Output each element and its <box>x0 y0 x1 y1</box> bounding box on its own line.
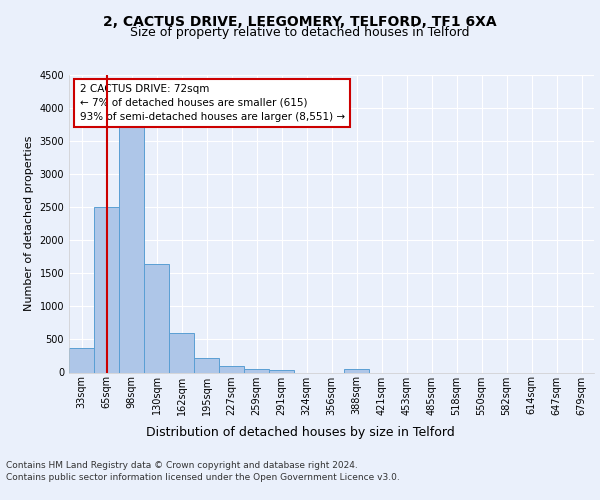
Bar <box>94 206 119 372</box>
Text: Distribution of detached houses by size in Telford: Distribution of detached houses by size … <box>146 426 454 439</box>
Bar <box>69 348 94 372</box>
Text: 2, CACTUS DRIVE, LEEGOMERY, TELFORD, TF1 6XA: 2, CACTUS DRIVE, LEEGOMERY, TELFORD, TF1… <box>103 15 497 29</box>
Bar <box>269 370 294 372</box>
Bar <box>144 264 169 372</box>
Bar <box>119 126 144 372</box>
Text: 2 CACTUS DRIVE: 72sqm
← 7% of detached houses are smaller (615)
93% of semi-deta: 2 CACTUS DRIVE: 72sqm ← 7% of detached h… <box>79 84 344 122</box>
Text: Contains HM Land Registry data © Crown copyright and database right 2024.: Contains HM Land Registry data © Crown c… <box>6 461 358 470</box>
Text: Size of property relative to detached houses in Telford: Size of property relative to detached ho… <box>130 26 470 39</box>
Text: Contains public sector information licensed under the Open Government Licence v3: Contains public sector information licen… <box>6 474 400 482</box>
Y-axis label: Number of detached properties: Number of detached properties <box>24 136 34 312</box>
Bar <box>169 333 194 372</box>
Bar <box>344 368 369 372</box>
Bar <box>194 358 219 372</box>
Bar <box>219 366 244 372</box>
Bar <box>244 368 269 372</box>
